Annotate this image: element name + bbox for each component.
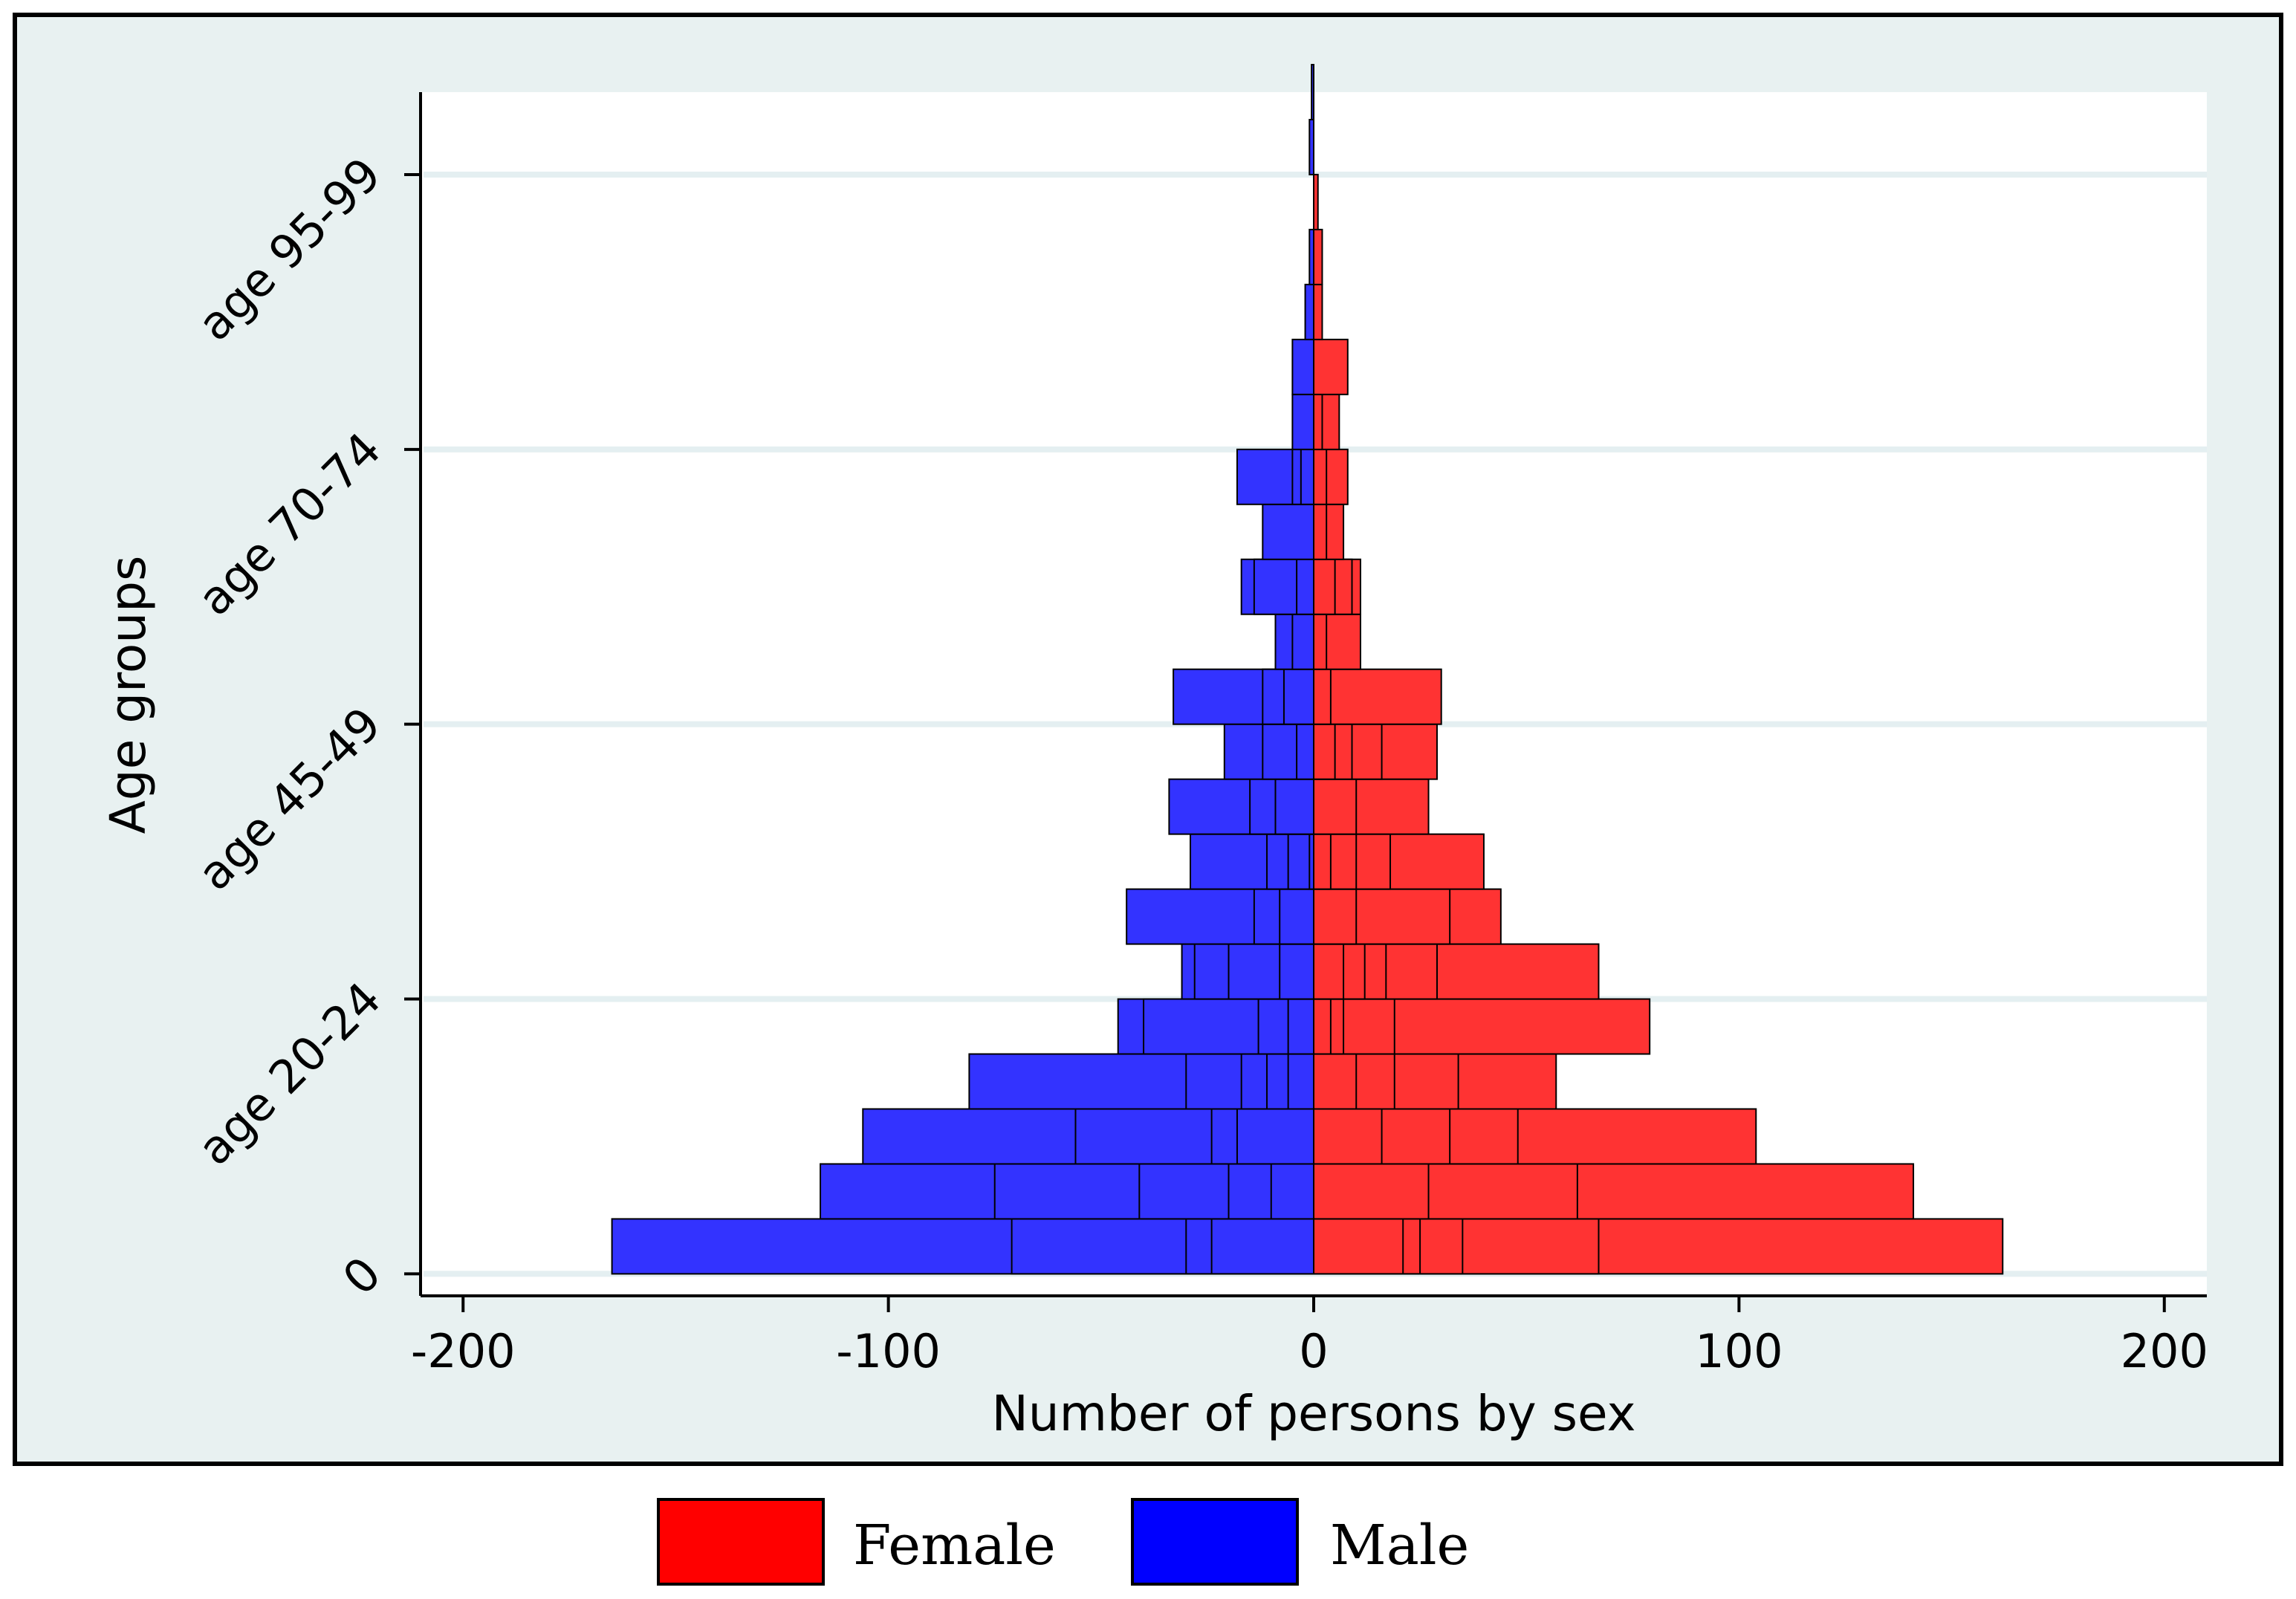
x-axis-title: Number of persons by sex bbox=[991, 1385, 1635, 1442]
bar-segment-male bbox=[1296, 723, 1314, 780]
x-tick-label: -200 bbox=[411, 1324, 516, 1378]
bar-segment-female bbox=[1313, 1108, 1383, 1165]
bar-segment-female bbox=[1313, 558, 1336, 615]
x-tick-label: -100 bbox=[836, 1324, 941, 1378]
bar-segment-male bbox=[1282, 668, 1315, 725]
bar-segment-male bbox=[1311, 64, 1314, 120]
bar-segment-female bbox=[1313, 723, 1336, 780]
bar-segment-male bbox=[1291, 338, 1315, 395]
bar-segment-female bbox=[1313, 668, 1332, 725]
bar-segment-female bbox=[1313, 338, 1349, 395]
bar-segment-male bbox=[1274, 778, 1315, 835]
bar-segment-female bbox=[1313, 888, 1358, 945]
x-tick-label: 0 bbox=[1299, 1324, 1328, 1378]
bar-segment-female bbox=[1313, 173, 1319, 230]
y-axis-title: Age groups bbox=[100, 556, 157, 834]
bar-segment-female bbox=[1313, 943, 1345, 1000]
legend-swatch-female bbox=[657, 1498, 825, 1586]
bar-segment-male bbox=[1279, 888, 1314, 945]
x-axis-ticks: -200 -100 0 100 200 bbox=[411, 1296, 2208, 1378]
bar-segment-male bbox=[1296, 558, 1314, 615]
bar-segment-male bbox=[1308, 118, 1315, 175]
bar-segment-male bbox=[1236, 1108, 1315, 1165]
male-bars bbox=[611, 64, 1315, 1275]
bar-segment-male bbox=[1270, 1163, 1315, 1220]
legend-label-male: Male bbox=[1330, 1514, 1469, 1577]
bar-segment-male bbox=[1210, 1218, 1314, 1275]
bar-segment-female bbox=[1313, 833, 1332, 890]
bar-segment-female bbox=[1313, 503, 1328, 560]
bar-segment-female bbox=[1313, 613, 1328, 670]
x-tick-label: 200 bbox=[2121, 1324, 2208, 1378]
bar-segment-male bbox=[1279, 943, 1314, 1000]
bar-segment-female bbox=[1313, 1163, 1430, 1220]
legend: Female Male bbox=[657, 1498, 1469, 1586]
bar-segment-male bbox=[1291, 613, 1315, 670]
bar-segment-male bbox=[1262, 503, 1315, 560]
bar-segment-female bbox=[1313, 668, 1442, 725]
bar-segment-male bbox=[1287, 998, 1314, 1055]
bar-segment-male bbox=[1304, 283, 1314, 340]
bar-segment-female bbox=[1313, 283, 1323, 340]
bar-segment-male bbox=[1287, 1053, 1314, 1110]
bar-segment-female bbox=[1313, 228, 1323, 285]
bar-segment-female bbox=[1313, 998, 1332, 1055]
bar-segment-female bbox=[1313, 448, 1328, 505]
bar-segment-female bbox=[1313, 1218, 1404, 1275]
legend-label-female: Female bbox=[853, 1514, 1056, 1577]
x-tick-label: 100 bbox=[1695, 1324, 1783, 1378]
bar-segment-female bbox=[1313, 778, 1358, 835]
bar-segment-female bbox=[1313, 393, 1323, 450]
bar-segment-male bbox=[1300, 448, 1315, 505]
bar-segment-male bbox=[1291, 393, 1315, 450]
bar-segment-female bbox=[1313, 1053, 1358, 1110]
female-bars bbox=[1313, 173, 2004, 1275]
legend-swatch-male bbox=[1131, 1498, 1299, 1586]
